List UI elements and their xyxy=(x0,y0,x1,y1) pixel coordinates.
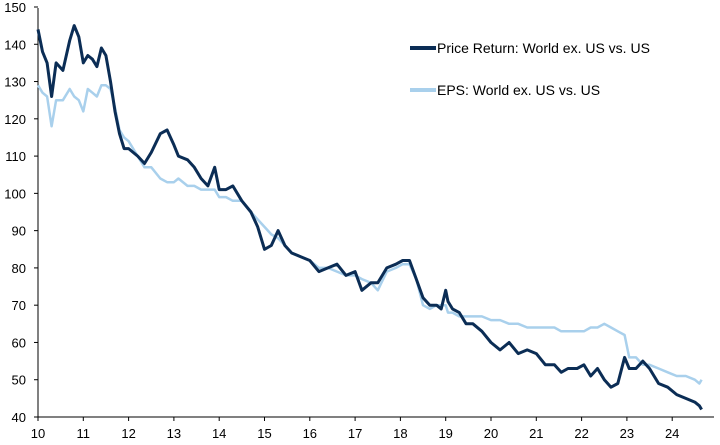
x-tick-label: 11 xyxy=(77,426,91,441)
x-tick-label: 24 xyxy=(665,426,679,441)
x-tick-label: 13 xyxy=(167,426,181,441)
x-tick-label: 17 xyxy=(348,426,362,441)
x-tick-label: 14 xyxy=(212,426,226,441)
y-tick-label: 110 xyxy=(5,149,26,164)
y-axis-ticks: 150 140 130 120 110 100 90 80 70 60 50 40 xyxy=(4,0,38,425)
x-tick-label: 12 xyxy=(121,426,135,441)
y-tick-label: 120 xyxy=(4,112,26,127)
series-line-eps xyxy=(36,84,703,385)
x-tick-label: 10 xyxy=(31,426,45,441)
y-tick-label: 40 xyxy=(12,410,26,425)
x-tick-label: 20 xyxy=(484,426,498,441)
y-tick-label: 80 xyxy=(12,261,26,276)
legend-label-eps: EPS: World ex. US vs. US xyxy=(437,82,600,98)
y-tick-label: 70 xyxy=(12,298,26,313)
x-tick-label: 15 xyxy=(257,426,271,441)
series-line-price-return xyxy=(36,24,703,411)
y-tick-label: 50 xyxy=(12,373,26,388)
x-tick-label: 19 xyxy=(438,426,452,441)
x-axis-ticks: 10 11 12 13 14 15 16 17 18 19 20 21 22 23 24 xyxy=(31,417,679,441)
x-tick-label: 16 xyxy=(303,426,317,441)
x-tick-label: 22 xyxy=(574,426,588,441)
legend: Price Return: World ex. US vs. US EPS: W… xyxy=(410,40,650,98)
y-tick-label: 90 xyxy=(12,224,26,239)
y-tick-label: 60 xyxy=(12,335,26,350)
x-tick-label: 21 xyxy=(529,426,543,441)
y-tick-label: 100 xyxy=(4,186,26,201)
x-tick-label: 23 xyxy=(620,426,634,441)
y-tick-label: 140 xyxy=(4,37,26,52)
y-tick-label: 130 xyxy=(4,75,26,90)
x-tick-label: 18 xyxy=(393,426,407,441)
y-tick-label: 150 xyxy=(4,0,26,15)
legend-label-price-return: Price Return: World ex. US vs. US xyxy=(437,40,650,56)
series-layer xyxy=(36,24,703,411)
